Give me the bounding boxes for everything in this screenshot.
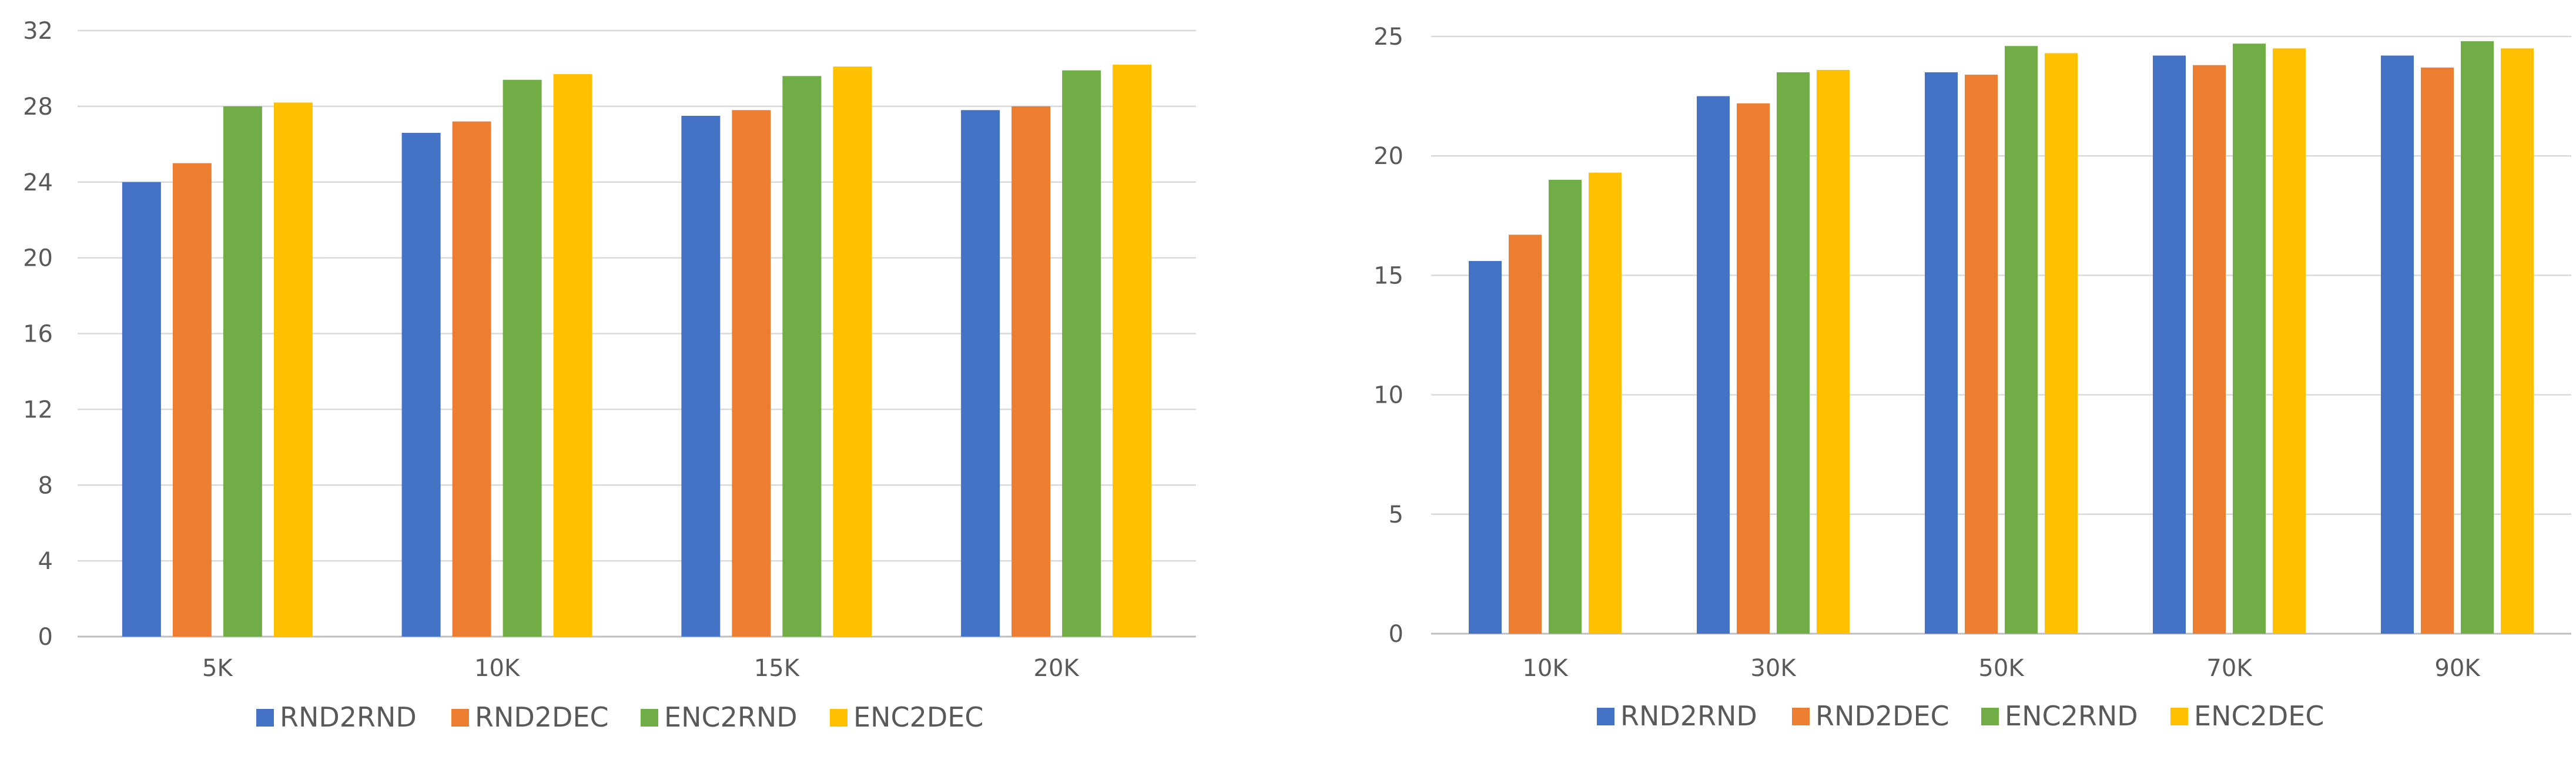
bar-enc2dec-70k xyxy=(2273,48,2306,634)
bar-enc2rnd-10k xyxy=(1549,179,1582,634)
y-tick-label: 20 xyxy=(1374,143,1403,170)
legend-label-rnd2rnd: RND2RND xyxy=(1620,700,1757,732)
bar-enc2dec-15k xyxy=(833,66,872,637)
legend-label-enc2rnd: ENC2RND xyxy=(2005,700,2138,732)
bar-enc2rnd-50k xyxy=(2005,46,2038,634)
x-tick-label: 10K xyxy=(1522,655,1569,682)
bar-rnd2dec-20k xyxy=(1011,106,1051,637)
y-tick-label: 28 xyxy=(23,93,53,121)
x-tick-label: 15K xyxy=(754,655,800,682)
bar-enc2dec-90k xyxy=(2501,48,2534,634)
legend-swatch-rnd2dec xyxy=(451,709,469,727)
legend-swatch-enc2dec xyxy=(830,709,847,727)
legend-label-enc2dec: ENC2DEC xyxy=(853,701,983,733)
right-chart: 0 5 10 15 20 25 10K 30K 50K 70K 90K RND2RND RND2DEC E… xyxy=(1374,24,2571,732)
legend-label-rnd2dec: RND2DEC xyxy=(1815,700,1949,732)
legend-swatch-rnd2rnd xyxy=(256,709,274,727)
bar-rnd2rnd-70k xyxy=(2153,55,2186,634)
bar-enc2dec-20k xyxy=(1113,64,1152,637)
x-tick-label: 70K xyxy=(2206,655,2253,682)
bar-rnd2rnd-50k xyxy=(1925,72,1958,634)
y-tick-label: 15 xyxy=(1374,262,1403,289)
bar-rnd2rnd-5k xyxy=(122,182,161,637)
bar-rnd2rnd-15k xyxy=(681,115,721,637)
y-tick-label: 4 xyxy=(38,548,53,575)
y-tick-label: 25 xyxy=(1374,24,1403,51)
x-tick-label: 90K xyxy=(2434,655,2481,682)
legend-label-enc2rnd: ENC2RND xyxy=(664,701,798,733)
bar-enc2dec-10k xyxy=(553,74,592,637)
bar-rnd2dec-50k xyxy=(1965,75,1998,634)
bar-enc2dec-50k xyxy=(2045,53,2078,634)
x-tick-label: 20K xyxy=(1034,655,1080,682)
bar-enc2rnd-90k xyxy=(2461,41,2494,634)
legend-label-rnd2dec: RND2DEC xyxy=(475,701,609,733)
bar-enc2dec-5k xyxy=(273,102,313,637)
bar-enc2rnd-20k xyxy=(1062,70,1101,637)
y-tick-label: 5 xyxy=(1389,501,1403,528)
bar-rnd2rnd-10k xyxy=(1469,261,1502,634)
bar-rnd2dec-10k xyxy=(1509,235,1542,634)
y-tick-label: 16 xyxy=(23,321,53,348)
bar-rnd2dec-30k xyxy=(1737,103,1770,634)
y-tick-label: 0 xyxy=(1389,621,1403,648)
bar-rnd2rnd-30k xyxy=(1697,96,1730,634)
bar-rnd2rnd-90k xyxy=(2381,55,2414,634)
y-tick-label: 20 xyxy=(23,245,53,272)
y-tick-label: 24 xyxy=(23,169,53,196)
x-tick-label: 10K xyxy=(474,655,521,682)
y-tick-label: 10 xyxy=(1374,382,1403,409)
bar-enc2rnd-70k xyxy=(2233,43,2266,634)
y-tick-label: 12 xyxy=(23,396,53,423)
legend-swatch-rnd2dec xyxy=(1792,708,1810,725)
legend-label-enc2dec: ENC2DEC xyxy=(2194,700,2324,732)
bar-rnd2dec-90k xyxy=(2421,67,2454,634)
bar-enc2rnd-15k xyxy=(782,76,822,637)
legend-swatch-enc2dec xyxy=(2170,708,2188,725)
legend-label-rnd2rnd: RND2RND xyxy=(280,701,417,733)
y-tick-label: 0 xyxy=(38,624,53,651)
bar-rnd2rnd-20k xyxy=(961,110,1000,637)
legend-swatch-enc2rnd xyxy=(641,709,658,727)
bar-enc2dec-10k xyxy=(1589,172,1622,634)
legend-swatch-enc2rnd xyxy=(1981,708,1999,725)
bar-rnd2dec-5k xyxy=(172,163,212,637)
bar-rnd2dec-15k xyxy=(732,110,771,637)
bar-enc2dec-30k xyxy=(1817,69,1850,634)
bar-enc2rnd-5k xyxy=(223,106,262,637)
left-chart: 0 4 8 12 16 20 24 28 32 5K 10K 15K 20K RND2RND RND2DEC… xyxy=(23,18,1196,733)
bar-enc2rnd-10k xyxy=(503,79,542,637)
bar-rnd2dec-70k xyxy=(2193,65,2226,634)
x-tick-label: 50K xyxy=(1978,655,2025,682)
x-tick-label: 30K xyxy=(1750,655,1797,682)
y-tick-label: 8 xyxy=(38,472,53,499)
x-tick-label: 5K xyxy=(202,655,233,682)
y-tick-label: 32 xyxy=(23,18,53,45)
legend-swatch-rnd2rnd xyxy=(1597,708,1614,725)
bar-rnd2rnd-10k xyxy=(401,132,441,637)
bar-enc2rnd-30k xyxy=(1777,72,1810,634)
bar-rnd2dec-10k xyxy=(452,121,491,637)
